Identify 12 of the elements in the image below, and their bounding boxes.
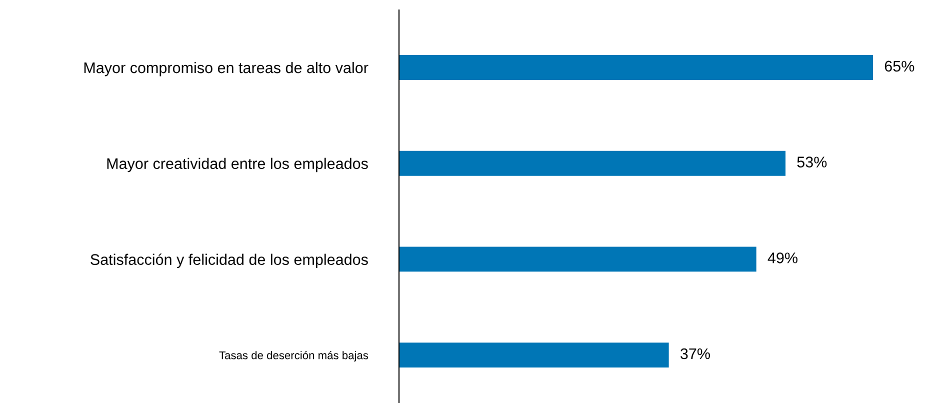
bar <box>399 55 873 80</box>
y-tick-label: Mayor creatividad entre los empleados <box>107 158 368 172</box>
y-tick-label: Tasas de deserción más bajas <box>219 350 368 362</box>
bar <box>399 150 786 176</box>
y-tick-label: Satisfacción y felicidad de los empleados <box>90 254 368 268</box>
data-label: 53% <box>797 156 827 168</box>
data-label: 65% <box>884 60 914 72</box>
bar <box>399 342 669 368</box>
y-tick-label: Mayor compromiso en tareas de alto valor <box>84 62 368 76</box>
data-label: 37% <box>680 348 710 360</box>
data-label: 49% <box>768 252 798 264</box>
bar <box>399 246 756 272</box>
